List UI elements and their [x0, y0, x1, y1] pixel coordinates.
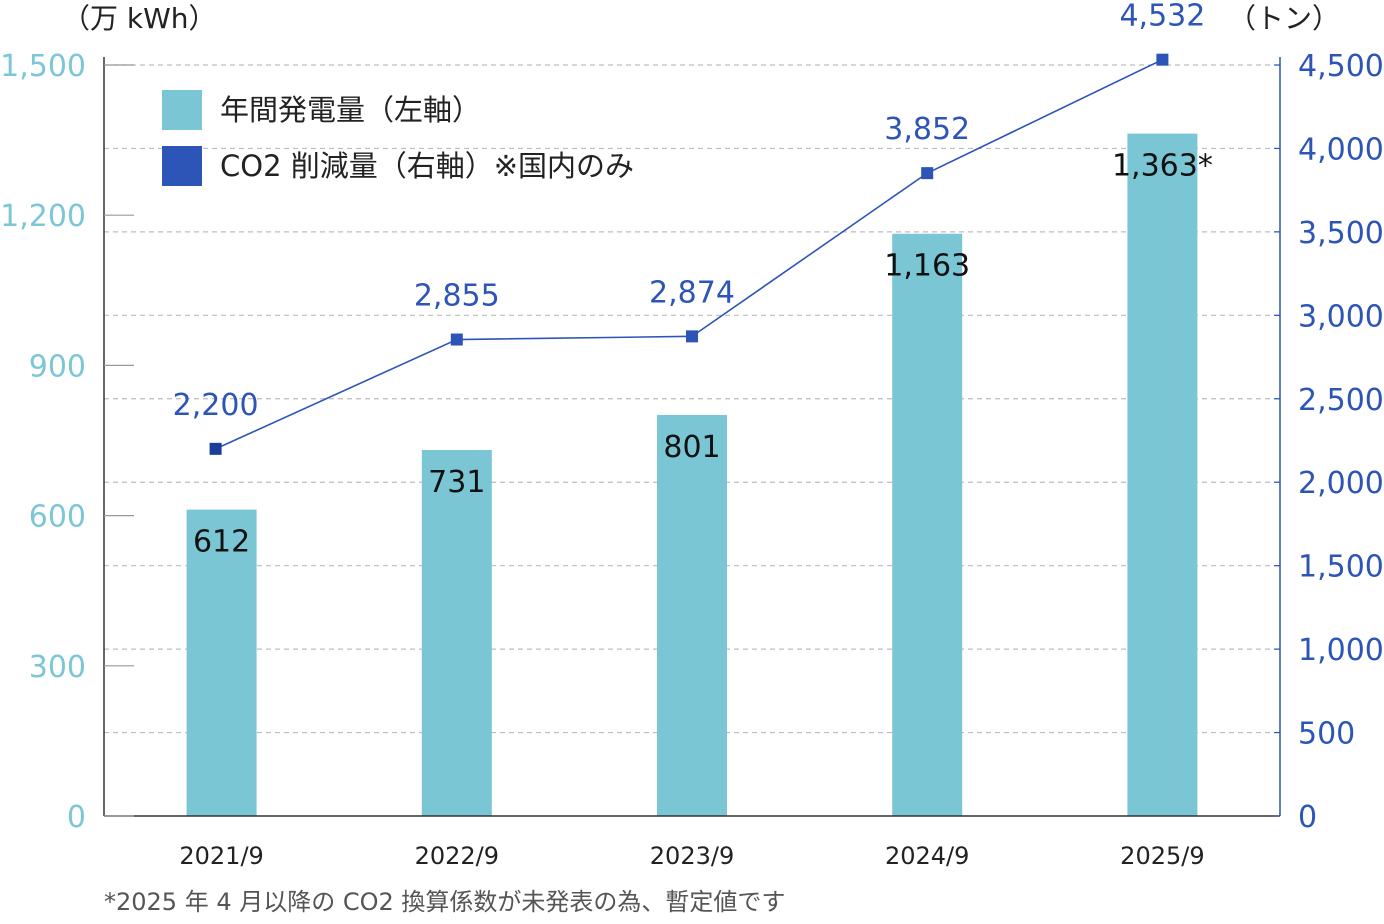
left-tick-label: 1,200: [0, 199, 86, 234]
right-tick-label: 1,500: [1298, 550, 1384, 585]
right-tick-label: 2,000: [1298, 466, 1384, 501]
x-tick-label: 2024/9: [885, 842, 969, 870]
co2-value-label: 2,855: [414, 279, 500, 314]
legend-label-line: CO2 削減量（右軸）※国内のみ: [220, 149, 634, 183]
co2-point: [209, 442, 222, 455]
legend-swatch-line: [162, 146, 202, 186]
axes-layer: 0 300 600 900 1,200 1,500 0 500 1,000 1,500 2,000 2…: [0, 49, 1384, 870]
legend-label-bar: 年間発電量（左軸）: [220, 93, 481, 127]
bar: [657, 414, 727, 816]
left-axis-unit: （万 kWh）: [62, 2, 217, 35]
bar-value-label: 1,163: [884, 249, 970, 284]
co2-point: [686, 330, 698, 343]
co2-point: [1156, 53, 1169, 66]
co2-value-label: 3,852: [884, 112, 970, 147]
right-tick-label: 500: [1298, 717, 1355, 752]
bars-layer: [186, 133, 1198, 817]
line-layer: [209, 53, 1169, 455]
x-tick-label: 2023/9: [650, 842, 734, 870]
bar: [186, 509, 257, 816]
bar: [1127, 133, 1198, 817]
x-tick-label: 2022/9: [415, 842, 499, 870]
co2-value-label: 4,532: [1119, 0, 1205, 34]
bar: [421, 450, 492, 816]
right-tick-label: 3,000: [1298, 299, 1384, 334]
right-tick-label: 4,000: [1298, 132, 1384, 167]
bar-value-label: 731: [428, 465, 485, 500]
right-tick-label: 3,500: [1298, 216, 1384, 251]
bar: [892, 233, 963, 816]
left-tick-label: 0: [67, 800, 86, 835]
left-tick-label: 300: [29, 650, 86, 685]
left-tick-label: 900: [29, 349, 86, 384]
right-tick-label: 1,000: [1298, 633, 1384, 668]
legend-swatch-bar: [162, 90, 202, 130]
legend: 年間発電量（左軸） CO2 削減量（右軸）※国内のみ: [162, 90, 634, 186]
co2-value-label: 2,200: [173, 388, 259, 423]
labels-layer: 612 731 801 1,163 1,363* 2,200 2,855 2,874 3,852…: [173, 0, 1213, 560]
left-tick-label: 1,500: [0, 49, 86, 84]
footnote: *2025 年 4 月以降の CO2 換算係数が未発表の為、暫定値です: [104, 888, 785, 916]
bar-value-label: 612: [193, 525, 250, 560]
co2-point: [921, 167, 934, 180]
right-tick-label: 2,500: [1298, 383, 1384, 418]
right-axis-unit: （トン）: [1228, 2, 1340, 35]
co2-point: [450, 333, 463, 346]
bar-value-label: 801: [663, 430, 720, 465]
right-tick-label: 4,500: [1298, 49, 1384, 84]
right-tick-label: 0: [1298, 800, 1317, 835]
left-tick-label: 600: [29, 500, 86, 535]
bar-value-label: 1,363*: [1112, 149, 1213, 184]
co2-value-label: 2,874: [649, 275, 735, 310]
x-tick-label: 2025/9: [1120, 842, 1204, 870]
x-tick-label: 2021/9: [179, 842, 263, 870]
